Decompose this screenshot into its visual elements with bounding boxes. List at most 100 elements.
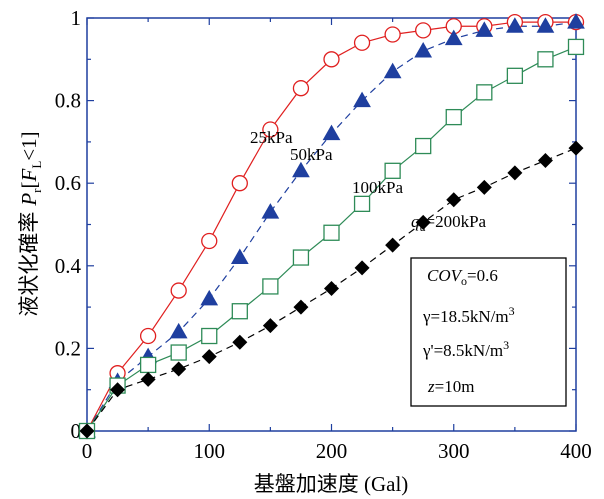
data-point (353, 34, 371, 51)
data-point (230, 248, 249, 265)
param-cov-label: COV (427, 266, 464, 285)
data-point (139, 327, 157, 345)
data-point (292, 80, 310, 97)
data-point (476, 84, 493, 101)
param-cov-value: =0.6 (467, 266, 498, 285)
param-gamma-prime-sup: 3 (503, 338, 509, 352)
data-point (171, 361, 187, 377)
data-point (79, 423, 95, 439)
x-tick-label: 400 (560, 439, 592, 463)
x-tick-label: 200 (316, 439, 348, 463)
data-point (262, 121, 279, 138)
annotation-200kpa: qu=200kPa (411, 212, 487, 234)
y-tick-label: 0.6 (55, 171, 81, 195)
y-tick-label: 0 (71, 419, 82, 443)
y-axis-title-f-sub: L (29, 161, 44, 169)
param-cov: COVo=0.6 (427, 266, 498, 288)
y-axis-title-text: 液状化確率 Pr[FL<1] (17, 131, 44, 316)
data-point (354, 260, 370, 276)
data-point (444, 29, 463, 46)
data-point (415, 137, 432, 155)
data-point (201, 232, 218, 250)
data-point (140, 371, 156, 387)
data-point (475, 21, 494, 37)
data-point (200, 289, 219, 306)
data-point (261, 203, 280, 219)
param-gamma: γ=18.5kN/m3 (422, 304, 515, 326)
data-point (292, 161, 310, 178)
data-point (170, 344, 187, 361)
annotation-100kpa: 100kPa (352, 178, 403, 197)
data-point (476, 179, 492, 195)
param-gamma-text: γ=18.5kN/m (422, 307, 509, 326)
data-point (415, 214, 431, 230)
data-point (231, 175, 248, 192)
annotation-200kpa-q: q (411, 212, 420, 231)
data-point (385, 237, 401, 253)
data-point (353, 91, 371, 108)
data-point (567, 38, 585, 56)
data-point (293, 299, 309, 315)
data-point (110, 382, 126, 398)
data-point (537, 51, 554, 68)
y-axis-title-p: P (17, 193, 41, 207)
data-point (384, 26, 401, 43)
y-axis-title-close: <1] (17, 131, 41, 160)
data-point (507, 165, 523, 181)
data-point (506, 17, 524, 33)
data-point (446, 192, 462, 208)
data-point (445, 108, 462, 126)
data-point (384, 162, 401, 179)
data-point (201, 327, 218, 345)
data-point (201, 349, 217, 365)
y-axis-title-open: [ (17, 181, 41, 188)
y-axis-title-f: F (17, 168, 41, 182)
data-point (537, 152, 553, 168)
param-gamma-prime-text: γ'=8.5kN/m (422, 341, 503, 360)
x-tick-label: 0 (82, 439, 93, 463)
y-axis-title-prefix: 液状化確率 (17, 212, 41, 317)
data-point (568, 140, 584, 156)
param-depth-label: z (427, 377, 435, 396)
data-point (323, 51, 340, 68)
data-point (415, 22, 432, 39)
y-axis-title: 液状化確率 Pr[FL<1] (17, 131, 44, 316)
param-gamma-prime: γ'=8.5kN/m3 (422, 338, 509, 360)
y-tick-label: 0.4 (55, 254, 82, 278)
data-point (322, 124, 341, 141)
annotation-200kpa-rest: =200kPa (426, 212, 487, 231)
data-point (383, 62, 402, 79)
param-cov-sub: o (461, 274, 467, 288)
x-tick-label: 300 (438, 439, 470, 463)
parameter-box (410, 257, 567, 407)
data-point (414, 42, 433, 58)
data-point (231, 303, 248, 320)
data-point (536, 17, 555, 33)
data-point (262, 318, 278, 334)
data-point (292, 249, 310, 266)
param-depth-value: =10m (435, 377, 475, 396)
annotation-25kpa: 25kPa (250, 128, 293, 147)
data-point (232, 334, 248, 350)
axis-ticks: 0 100 200 300 400 0 0.2 0.4 0.6 0.8 1 (55, 6, 592, 463)
data-point (170, 282, 187, 299)
data-point (506, 67, 524, 84)
y-axis-title-p-sub: r (29, 188, 44, 193)
data-point (567, 13, 585, 29)
x-tick-label: 100 (194, 439, 226, 463)
data-point (323, 224, 340, 241)
data-point (324, 281, 339, 297)
annotation-200kpa-sub: u (420, 220, 426, 234)
series-layer (78, 13, 585, 440)
data-point (262, 278, 279, 295)
y-tick-label: 0.8 (55, 89, 81, 113)
x-axis-title: 基盤加速度 (Gal) (254, 472, 409, 496)
data-point (139, 356, 157, 374)
annotation-50kpa: 50kPa (290, 145, 333, 164)
param-gamma-sup: 3 (509, 304, 515, 318)
y-tick-label: 0.2 (55, 336, 81, 360)
y-tick-label: 1 (71, 6, 82, 30)
param-depth: z=10m (427, 377, 474, 396)
data-point (169, 322, 188, 339)
